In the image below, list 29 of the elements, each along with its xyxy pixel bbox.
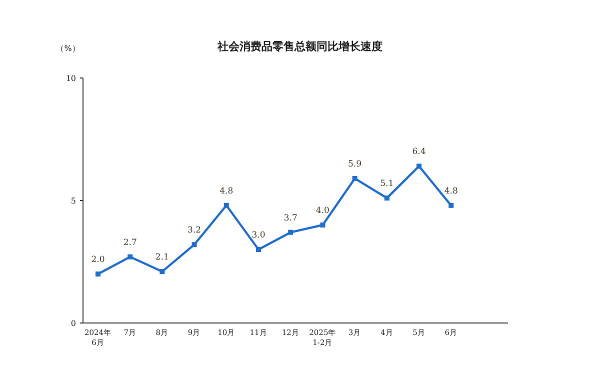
point [384, 196, 390, 201]
point [96, 272, 100, 276]
data-label: 2.0 [91, 255, 105, 265]
data-label: 4.8 [444, 186, 458, 196]
y-axis-title: （%） [56, 44, 80, 53]
chart-title: 社会消费品零售总额同比增长速度 [216, 40, 382, 53]
point [352, 176, 358, 181]
data-label: 3.7 [284, 213, 298, 224]
data-label: 2.1 [155, 252, 169, 263]
data-label: 4.8 [220, 186, 234, 196]
point [128, 254, 133, 260]
point [320, 222, 326, 228]
data-label: 5.1 [380, 179, 394, 190]
point [224, 202, 229, 208]
data-label: 3.2 [188, 226, 202, 236]
data-label: 2.7 [123, 238, 137, 248]
y-tick-label: 0 [70, 319, 76, 328]
point [160, 269, 165, 274]
data-label: 6.4 [412, 147, 426, 158]
y-tick-label: 5 [70, 196, 76, 206]
point [448, 202, 454, 208]
data-label: 5.9 [348, 159, 362, 170]
point [416, 164, 422, 169]
point [288, 230, 294, 235]
data-label: 3.0 [252, 230, 266, 240]
point [256, 247, 261, 252]
point [192, 242, 197, 248]
data-label: 4.0 [316, 206, 330, 216]
y-tick-label: 10 [66, 74, 76, 83]
